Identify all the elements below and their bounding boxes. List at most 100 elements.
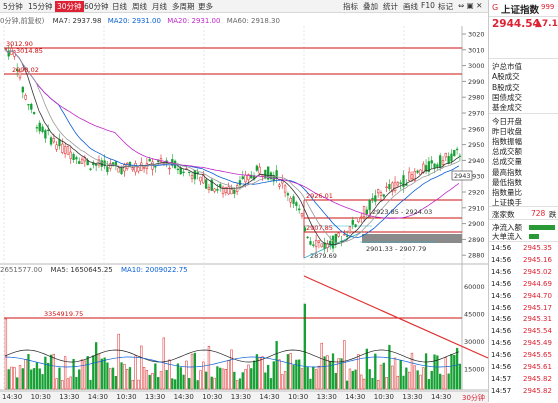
- volume-value: 2651577.00: [0, 266, 43, 274]
- period-60min[interactable]: 60分钟: [84, 2, 109, 11]
- index-stat-label-7: 指数量比: [492, 187, 522, 197]
- tick-time: 14:56: [491, 244, 512, 252]
- price-axis-label: 2920: [468, 189, 485, 197]
- kline-chart-pane[interactable]: 5分钟 15分钟 30分钟 60分钟 日线 周线 月线 多周期 更多 指标 叠加…: [0, 0, 488, 403]
- net-inflow-bar: [529, 225, 555, 230]
- period-toolbar: 5分钟 15分钟 30分钟 60分钟 日线 周线 月线 多周期 更多 指标 叠加…: [0, 0, 488, 13]
- time-axis-label: 14:30: [2, 393, 23, 401]
- tick-price: 2945.82: [523, 386, 552, 395]
- index-code: 999: [541, 3, 555, 11]
- rise-count-label: 涨家数: [492, 210, 515, 219]
- ma7-value: MA7: 2937.98: [52, 17, 102, 25]
- price-axis-label: 2890: [468, 236, 485, 244]
- market-stat-label-3: 国债成交: [492, 92, 522, 102]
- price-axis-label: 2900: [468, 220, 485, 228]
- stats-button[interactable]: 统计: [383, 2, 398, 11]
- period-30min[interactable]: 30分钟: [55, 1, 84, 12]
- tick-price: 2945.02: [523, 267, 552, 276]
- index-stat-label-3: 总成交额: [492, 147, 522, 157]
- price-axis-label: 2970: [468, 110, 485, 118]
- tick-price: 2945.17: [523, 303, 552, 312]
- price-axis-label: 2950: [468, 141, 485, 149]
- tick-time: 14:56: [491, 267, 512, 276]
- tick-time: 14:56: [491, 339, 512, 348]
- tick-price: 2945.54: [523, 327, 552, 336]
- index-stat-label-5: 最高指数: [492, 167, 522, 177]
- volume-axis-label: 60000: [464, 283, 485, 291]
- tick-time: 14:56: [491, 351, 512, 360]
- time-axis-bar: 14:30 10:30 13:30 14:30 10:30 13:30 14:30 10:30…: [0, 391, 488, 403]
- market-prefix: G: [492, 3, 499, 12]
- price-axis-label: 2910: [468, 204, 485, 212]
- tick-time: 14:56: [491, 363, 512, 371]
- draw-button[interactable]: 画线: [403, 2, 418, 11]
- quote-title-bar: G 上证指数 999: [489, 0, 558, 17]
- chart-canvas[interactable]: 3020 3010 3000 2990 2980 2970 2960 2950 2940 2930…: [0, 0, 488, 402]
- window-controls-icon[interactable]: ⇔ ▣ ✕: [458, 1, 483, 10]
- quote-panel: G 上证指数 999 2944.54 ▲7.1 沪总市值 A股成交 B股成交 国债成交…: [488, 0, 558, 402]
- tick-time: 14:56: [491, 291, 512, 300]
- time-axis-label: 13:30: [316, 393, 337, 401]
- annot-2901-range: 2901.33 - 2907.79: [366, 245, 426, 253]
- period-more[interactable]: 更多: [198, 2, 213, 11]
- tick-time: 14:56: [491, 279, 512, 288]
- price-axis-label: 2990: [468, 78, 485, 86]
- period-label: 0分钟,前复权): [0, 17, 45, 25]
- tick-time: 14:56: [491, 255, 512, 264]
- price-axis-label: 2960: [468, 125, 485, 133]
- annot-2923-range: 2923.85 - 2924.03: [372, 208, 432, 216]
- time-axis-label: 14:30: [431, 393, 452, 401]
- annot-2998: 2998.02: [12, 66, 39, 74]
- price-axis-label: 2880: [468, 252, 485, 260]
- ma-info-bar: 0分钟,前复权) MA7: 2937.98 MA20: 2931.00 MA20…: [0, 16, 280, 26]
- price-axis-label: 2930: [468, 173, 485, 181]
- period-month[interactable]: 月线: [152, 2, 167, 11]
- period-multi[interactable]: 多周期: [172, 2, 195, 11]
- annot-2907: 2907.85: [306, 224, 333, 232]
- volume-axis-label: 30000: [464, 338, 485, 346]
- index-name[interactable]: 上证指数: [501, 5, 540, 16]
- f10-button[interactable]: F10: [421, 1, 435, 10]
- tick-price: 2944.70: [523, 291, 552, 300]
- overlay-button[interactable]: 叠加: [363, 2, 378, 11]
- net-inflow-label: 净流入额: [492, 223, 522, 232]
- period-week[interactable]: 周线: [132, 2, 147, 11]
- ma20-value: MA20: 2931.00: [107, 17, 161, 25]
- current-price-tag: 2943: [454, 172, 471, 180]
- period-day[interactable]: 日线: [112, 2, 127, 11]
- period-tab[interactable]: 30分钟: [462, 394, 485, 402]
- index-stat-label-2: 指数振幅: [492, 137, 522, 147]
- ma20-value-2: MA20: 2931.00: [167, 17, 221, 25]
- time-axis-label: 14:30: [173, 393, 194, 401]
- tick-price: 2944.69: [523, 279, 552, 288]
- time-axis-label: 10:30: [288, 393, 309, 401]
- vol-ma5-value: MA5: 1650645.25: [50, 266, 113, 274]
- time-axis-label: 13:30: [59, 393, 80, 401]
- tick-price: 2945.35: [523, 244, 552, 252]
- time-axis-label: 13:30: [230, 393, 251, 401]
- indicator-button[interactable]: 指标: [343, 2, 358, 11]
- time-axis-label: 14:30: [345, 393, 366, 401]
- mark-button[interactable]: 标记: [438, 2, 453, 11]
- tick-time: 14:57: [491, 386, 512, 395]
- period-5min[interactable]: 5分钟: [3, 2, 23, 11]
- annot-low: 2879.69: [310, 252, 337, 260]
- market-stat-label-1: A股成交: [492, 72, 520, 82]
- period-15min[interactable]: 15分钟: [28, 2, 53, 11]
- big-order-label: 大单流入: [492, 232, 522, 241]
- time-axis-label: 10:30: [373, 393, 394, 401]
- annot-2926: 2926.01: [306, 192, 333, 200]
- annot-vol-line: 3354919.75: [44, 310, 83, 318]
- market-stat-label-0: 沪总市值: [492, 62, 522, 71]
- market-stat-label-4: 基金成交: [492, 103, 522, 113]
- annot-3012: 3012.90: [6, 40, 33, 48]
- index-stat-label-6: 最低指数: [492, 177, 522, 187]
- price-axis-label: 3010: [468, 46, 485, 54]
- tick-price: 2945.61: [523, 363, 552, 371]
- volume-axis-label: 15000: [464, 366, 485, 374]
- index-price: 2944.54: [492, 18, 540, 30]
- time-axis-label: 13:30: [402, 393, 423, 401]
- volume-axis-label: 45000: [464, 311, 485, 319]
- price-axis-label: 3000: [468, 62, 485, 70]
- ma60-value: MA60: 2918.30: [226, 17, 280, 25]
